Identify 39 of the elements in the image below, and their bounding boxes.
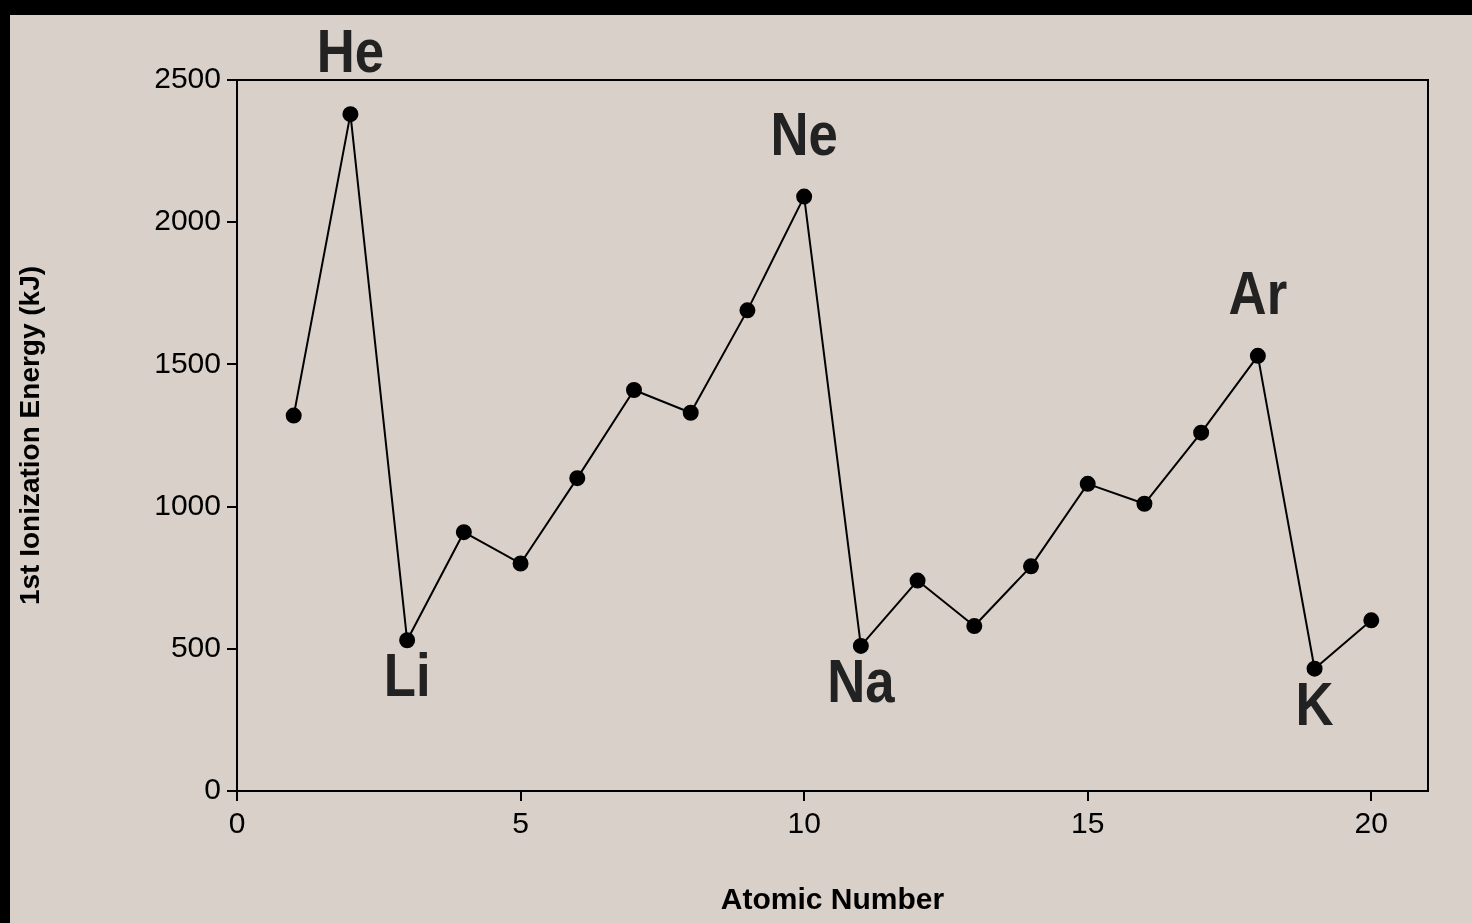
point (285, 407, 302, 424)
annotation: He (316, 16, 385, 86)
x-tick-label: 5 (512, 806, 529, 840)
point (1136, 495, 1153, 512)
annotation: Ar (1228, 257, 1288, 327)
annotation: Na (827, 645, 896, 715)
point (796, 188, 813, 205)
point (682, 404, 699, 421)
point (1023, 558, 1039, 575)
point (1363, 612, 1380, 629)
annotation: Li (383, 640, 431, 710)
point (569, 470, 586, 487)
y-axis-title: 1st Ionization Energy (kJ) (13, 265, 45, 606)
point (342, 106, 359, 123)
y-tick-label: 0 (204, 772, 221, 806)
point (1193, 424, 1210, 441)
point (1079, 475, 1096, 492)
point (512, 555, 529, 572)
point (399, 632, 416, 649)
y-tick-label: 500 (170, 630, 221, 664)
y-tick-label: 2000 (154, 203, 221, 237)
point (1306, 660, 1323, 677)
point (455, 524, 472, 541)
x-tick-label: 10 (787, 806, 821, 840)
point (739, 302, 756, 319)
point (626, 382, 642, 398)
y-tick-label: 1000 (154, 487, 221, 521)
x-tick-label: 15 (1071, 806, 1105, 840)
annotation: Ne (770, 98, 838, 168)
point (852, 637, 869, 654)
x-axis-title: Atomic Number (720, 882, 945, 916)
y-tick-label: 2500 (154, 61, 221, 95)
y-tick-label: 1500 (154, 345, 221, 379)
x-tick-label: 20 (1354, 806, 1388, 840)
x-tick-label: 0 (228, 806, 246, 840)
annotation: K (1295, 668, 1334, 738)
point (966, 618, 983, 635)
point (1249, 347, 1266, 364)
point (909, 572, 926, 589)
